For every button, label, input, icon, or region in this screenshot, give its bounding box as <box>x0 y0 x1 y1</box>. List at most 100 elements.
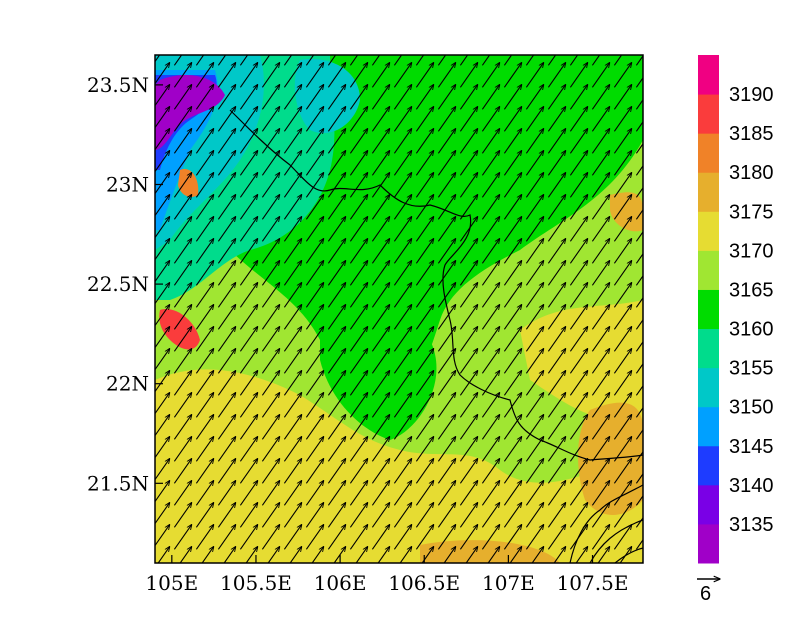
colorbar-swatch <box>698 445 719 486</box>
wind-arrow <box>371 459 389 484</box>
wind-arrow <box>349 525 367 550</box>
wind-arrow <box>613 437 631 462</box>
wind-arrow <box>459 503 477 528</box>
wind-arrow <box>217 239 235 264</box>
wind-arrow <box>415 459 433 484</box>
wind-arrow <box>261 195 279 220</box>
y-tick-label: 21.5N <box>87 471 149 495</box>
wind-arrow <box>481 283 499 308</box>
wind-arrow <box>591 393 609 418</box>
wind-arrow <box>283 173 301 198</box>
wind-arrow <box>261 327 279 352</box>
wind-arrow <box>327 261 345 286</box>
wind-arrow <box>635 55 643 66</box>
wind-arrow <box>217 525 235 550</box>
wind-arrow <box>525 173 543 198</box>
wind-arrow <box>613 85 631 110</box>
wind-arrow <box>393 525 411 550</box>
wind-arrow <box>591 503 609 528</box>
wind-arrow <box>393 261 411 286</box>
wind-arrow <box>195 503 213 528</box>
wind-arrow <box>481 107 499 132</box>
wind-arrow <box>569 503 587 528</box>
wind-arrow <box>261 503 279 528</box>
wind-arrow <box>415 55 425 66</box>
wind-arrow <box>305 481 323 506</box>
wind-arrow <box>481 63 499 88</box>
wind-arrow <box>481 261 499 286</box>
wind-arrow <box>283 525 301 550</box>
wind-arrow <box>503 283 521 308</box>
x-tick-label: 106E <box>314 571 367 595</box>
x-tick-label: 105E <box>145 571 198 595</box>
wind-arrow <box>415 173 433 198</box>
wind-arrow <box>525 239 543 264</box>
wind-arrow <box>393 129 411 154</box>
wind-arrow <box>591 173 609 198</box>
wind-arrow <box>613 151 631 176</box>
wind-arrow <box>239 481 257 506</box>
wind-arrow <box>261 459 279 484</box>
wind-arrow <box>327 305 345 330</box>
wind-arrow <box>569 327 587 352</box>
wind-arrow <box>349 371 367 396</box>
wind-arrow <box>635 406 643 418</box>
wind-arrow <box>459 107 477 132</box>
wind-arrow <box>487 547 499 563</box>
wind-arrow <box>591 195 609 220</box>
colorbar-label: 3165 <box>729 279 774 301</box>
x-axis: 105E 105.5E 106E 106.5E 107E 107.5E <box>145 555 628 595</box>
wind-arrow <box>503 415 521 440</box>
wind-arrow <box>217 327 235 352</box>
wind-arrow <box>305 415 323 440</box>
wind-arrow <box>443 547 455 563</box>
wind-arrow <box>481 481 499 506</box>
wind-arrow <box>591 415 609 440</box>
wind-arrow <box>283 55 293 66</box>
wind-arrow <box>239 107 257 132</box>
colorbar-label: 3150 <box>729 397 774 419</box>
wind-arrow <box>503 349 521 374</box>
wind-arrow <box>327 327 345 352</box>
wind-arrow <box>305 459 323 484</box>
wind-arrow <box>437 55 447 66</box>
wind-arrow <box>371 305 389 330</box>
wind-arrow <box>481 327 499 352</box>
wind-arrow <box>217 305 235 330</box>
wind-arrow <box>591 239 609 264</box>
wind-arrow <box>503 371 521 396</box>
wind-arrow <box>591 305 609 330</box>
wind-arrow <box>239 63 257 88</box>
y-tick-label: 22N <box>106 372 149 396</box>
wind-arrow <box>371 217 389 242</box>
wind-arrow <box>327 239 345 264</box>
wind-arrow <box>305 371 323 396</box>
wind-arrow <box>591 261 609 286</box>
wind-arrow <box>217 261 235 286</box>
wind-arrow <box>459 525 477 550</box>
wind-arrow <box>635 230 643 242</box>
wind-arrow <box>333 547 345 563</box>
wind-arrow <box>569 173 587 198</box>
wind-arrow <box>547 261 565 286</box>
wind-arrow <box>481 173 499 198</box>
wind-arrow <box>437 63 455 88</box>
wind-arrow <box>569 107 587 132</box>
wind-arrow <box>239 393 257 418</box>
wind-arrow <box>525 151 543 176</box>
wind-arrow <box>173 129 191 154</box>
field-orange-north <box>178 169 199 197</box>
wind-arrow <box>195 459 213 484</box>
wind-arrow <box>525 129 543 154</box>
wind-arrow <box>371 525 389 550</box>
wind-arrow <box>393 195 411 220</box>
wind-arrow <box>481 129 499 154</box>
wind-arrow <box>327 55 337 66</box>
wind-arrow <box>635 318 643 330</box>
wind-arrow <box>525 525 543 550</box>
wind-arrow <box>459 283 477 308</box>
wind-arrow <box>569 261 587 286</box>
wind-arrow <box>393 327 411 352</box>
wind-arrow <box>393 481 411 506</box>
wind-arrow <box>393 55 403 66</box>
